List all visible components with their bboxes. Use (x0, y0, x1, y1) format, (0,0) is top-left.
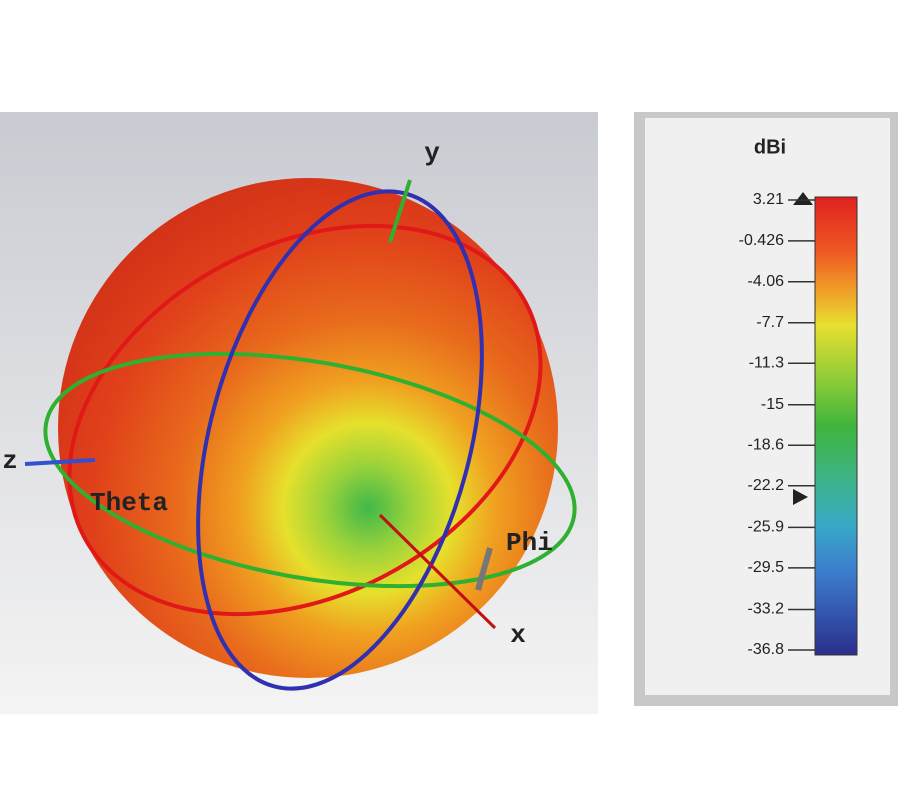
colorbar-tick-label: -18.6 (748, 437, 785, 454)
colorbar-tick-label: -33.2 (748, 601, 785, 618)
z-label: z (2, 446, 18, 476)
colorbar-tick-label: -11.3 (749, 354, 784, 371)
y-axis (388, 179, 412, 243)
x-axis (378, 513, 497, 630)
colorbar (814, 196, 858, 656)
colorbar-unit: dBi (754, 136, 786, 158)
phi-label: Phi (506, 528, 553, 558)
colorbar-tick-label: -25.9 (748, 519, 785, 536)
upper-marker (793, 192, 813, 205)
phi-ring (43, 351, 577, 589)
theta-ring (67, 223, 543, 617)
colorbar-tick-label: -22.2 (748, 477, 785, 494)
y-label: y (424, 138, 440, 168)
colorbar-tick-label: -29.5 (748, 559, 785, 576)
colorbar-tick-label: -36.8 (748, 641, 785, 658)
colorbar-tick-label: -15 (761, 396, 784, 413)
colorbar-tick-label: -4.06 (748, 273, 785, 290)
phi-arrow (475, 547, 493, 591)
pattern-sphere (58, 178, 558, 678)
lower-marker (793, 489, 808, 505)
colorbar-tick-label: -0.426 (739, 232, 784, 249)
theta-label: Theta (90, 488, 168, 518)
colorbar-tick-label: 3.21 (753, 191, 784, 208)
colorbar-tick-label: -7.7 (756, 314, 784, 331)
x-label: x (510, 620, 526, 650)
z-axis (24, 458, 96, 466)
